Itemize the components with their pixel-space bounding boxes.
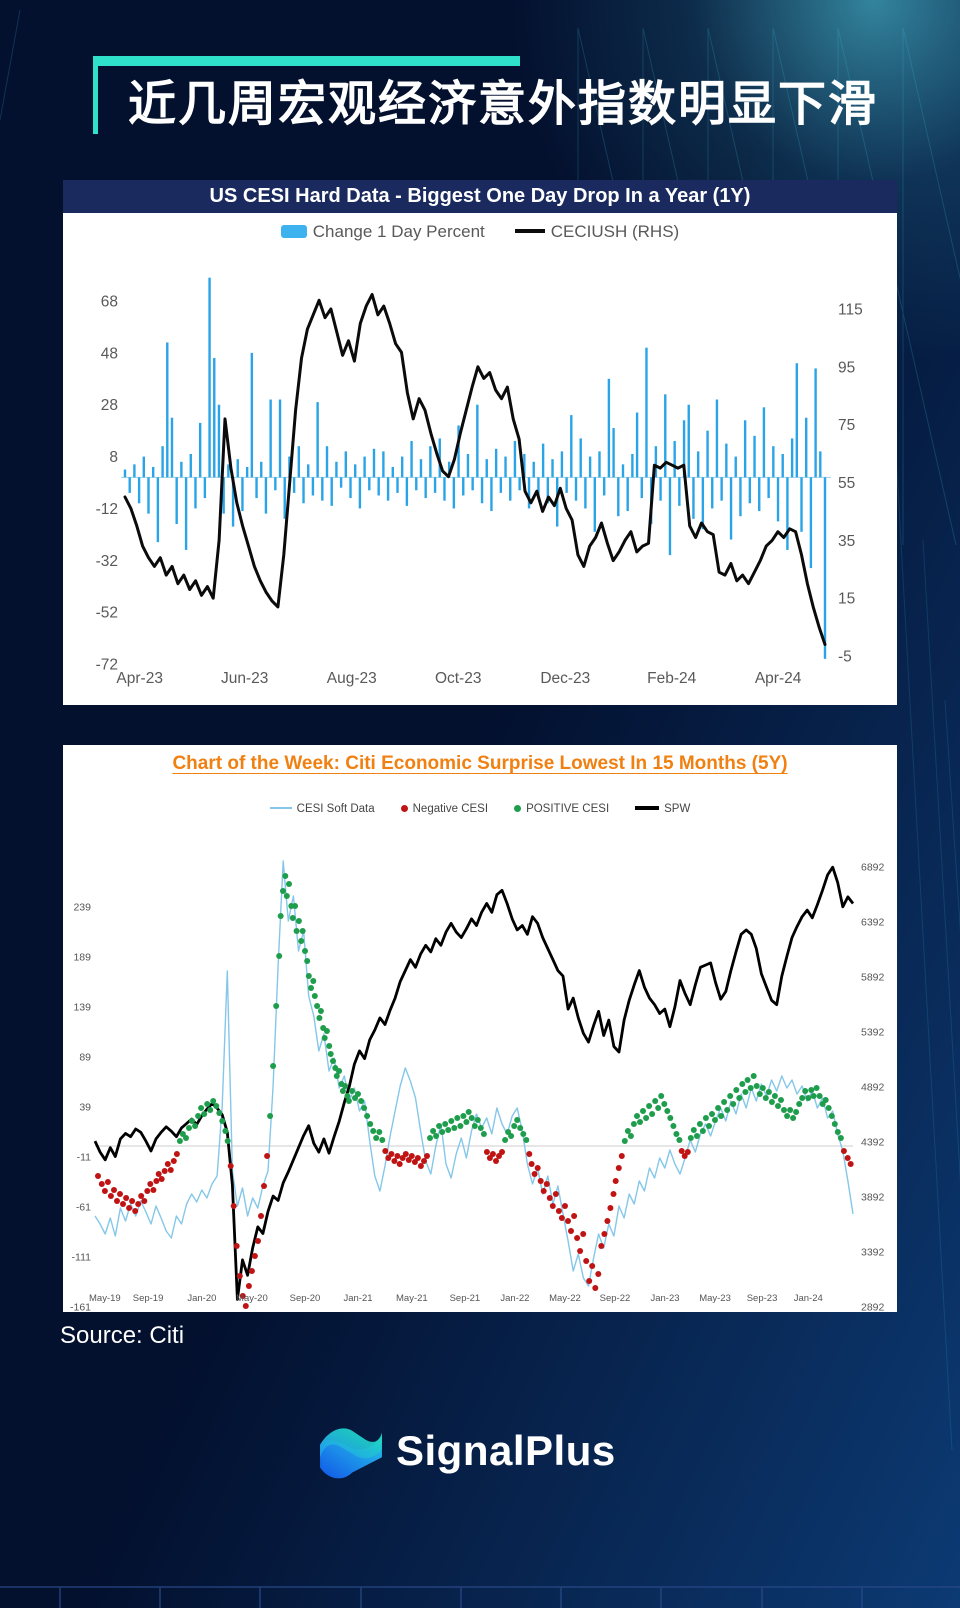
axis-label: May-23 — [699, 1293, 731, 1304]
chart2-panel: Chart of the Week: Citi Economic Surpris… — [63, 745, 897, 1312]
axis-label: 4892 — [861, 1082, 885, 1094]
right-edge-lines — [892, 399, 960, 1451]
chart1-panel: US CESI Hard Data - Biggest One Day Drop… — [63, 180, 897, 705]
axis-label: 239 — [73, 902, 91, 914]
footer-grid — [0, 1586, 960, 1608]
axis-label: 28 — [101, 397, 118, 414]
axis-label: May-22 — [549, 1293, 581, 1304]
soft-line-swatch-icon — [269, 807, 292, 809]
legend-item-spw: SPW — [635, 803, 690, 815]
axis-label: Sep-22 — [600, 1293, 631, 1304]
signalplus-logo-icon — [320, 1428, 382, 1479]
axis-label: Sep-19 — [133, 1293, 164, 1304]
chart2-legend: CESI Soft Data Negative CESI POSITIVE CE… — [63, 803, 897, 815]
spw-line-swatch-icon — [635, 806, 660, 810]
line-swatch-icon — [514, 229, 545, 233]
axis-label: Jan-23 — [650, 1293, 679, 1304]
axis-label: 6892 — [861, 862, 885, 874]
legend-item-change-1-day: Change 1 Day Percent — [280, 222, 485, 242]
axis-label: May-19 — [89, 1293, 121, 1304]
axis-label: 75 — [838, 417, 855, 434]
axis-label: -11 — [77, 1152, 92, 1164]
axis-label: -52 — [96, 605, 118, 622]
bar-swatch-icon — [280, 225, 307, 238]
brand-logo-row: SignalPlus — [318, 1422, 616, 1480]
axis-label: Sep-23 — [747, 1293, 778, 1304]
axis-label: 3892 — [861, 1192, 885, 1204]
axis-label: 5892 — [861, 972, 885, 984]
chart1-plot: 68 48 28 8 -12 -32 -52 -72 115 95 75 55 35 15 -5 Apr-23… — [96, 277, 863, 687]
axis-label: Apr-23 — [116, 670, 163, 687]
axis-label: 95 — [838, 359, 855, 376]
axis-label: 2892 — [861, 1302, 885, 1313]
axis-label: -12 — [96, 501, 118, 518]
axis-label: -161 — [70, 1302, 91, 1313]
chart2-plot: 239 189 139 89 39 -11 -61 -111 -161 6892 6392 5892 5… — [70, 860, 885, 1313]
axis-label: 35 — [838, 533, 855, 550]
bars-change-1-day-percent — [123, 277, 827, 659]
axis-label: May-21 — [396, 1293, 428, 1304]
red-dot-icon — [400, 805, 408, 812]
axis-label: Aug-23 — [327, 670, 377, 687]
axis-label: 15 — [838, 591, 855, 608]
chart2-title: Chart of the Week: Citi Economic Surpris… — [172, 753, 788, 774]
axis-label: 55 — [838, 475, 855, 492]
teal-accent-vertical — [93, 56, 98, 134]
cesi-soft-data-line — [94, 860, 854, 1287]
axis-label: Oct-23 — [435, 670, 482, 687]
legend-item-positive-cesi: POSITIVE CESI — [514, 803, 609, 815]
legend-label: POSITIVE CESI — [526, 803, 610, 815]
legend-label: CESI Soft Data — [296, 803, 375, 815]
axis-label: Feb-24 — [647, 670, 696, 687]
legend-label: CECIUSH (RHS) — [550, 222, 680, 241]
axis-label: Sep-20 — [290, 1293, 321, 1304]
axis-label: Jan-20 — [187, 1293, 216, 1304]
teal-accent-bar — [95, 56, 520, 66]
axis-label: 3392 — [861, 1247, 885, 1259]
axis-label: 6392 — [861, 917, 885, 929]
axis-label: May-20 — [236, 1293, 268, 1304]
axis-label: -72 — [96, 657, 118, 674]
axis-label: Apr-24 — [755, 670, 802, 687]
legend-label: Negative CESI — [412, 803, 489, 815]
axis-label: 68 — [101, 294, 118, 311]
axis-label: Jan-24 — [794, 1293, 823, 1304]
axis-label: Jan-21 — [343, 1293, 372, 1304]
axis-label: 189 — [73, 952, 91, 964]
legend-label: Change 1 Day Percent — [312, 222, 485, 241]
axis-label: Sep-21 — [450, 1293, 481, 1304]
page-title: 近几周宏观经济意外指数明显下滑 — [128, 78, 879, 131]
brand-name: SignalPlus — [396, 1427, 616, 1474]
axis-label: 115 — [838, 302, 863, 319]
chart1-title: US CESI Hard Data - Biggest One Day Drop… — [63, 180, 897, 213]
legend-item-cesi-soft: CESI Soft Data — [269, 803, 375, 815]
axis-label: Jan-22 — [500, 1293, 529, 1304]
axis-label: 4392 — [861, 1137, 885, 1149]
source-credit: Source: Citi — [60, 1322, 185, 1349]
legend-item-ceciush: CECIUSH (RHS) — [514, 222, 680, 242]
spw-line — [93, 865, 855, 1301]
green-dot-icon — [514, 805, 522, 812]
ceciush-line — [123, 293, 827, 646]
legend-item-negative-cesi: Negative CESI — [400, 803, 489, 815]
axis-label: 5392 — [861, 1027, 885, 1039]
axis-label: -61 — [76, 1202, 91, 1214]
axis-label: 8 — [109, 449, 118, 466]
axis-label: -111 — [72, 1252, 92, 1264]
axis-label: -5 — [838, 649, 852, 666]
legend-label: SPW — [664, 803, 691, 815]
axis-label: 89 — [79, 1052, 91, 1064]
axis-label: 39 — [79, 1102, 91, 1114]
axis-label: 48 — [101, 345, 118, 362]
cesi-dots — [95, 873, 854, 1309]
axis-label: Dec-23 — [540, 670, 590, 687]
chart1-legend: Change 1 Day Percent CECIUSH (RHS) — [63, 222, 897, 242]
axis-label: 139 — [73, 1002, 91, 1014]
axis-label: -32 — [96, 553, 118, 570]
axis-label: Jun-23 — [221, 670, 268, 687]
